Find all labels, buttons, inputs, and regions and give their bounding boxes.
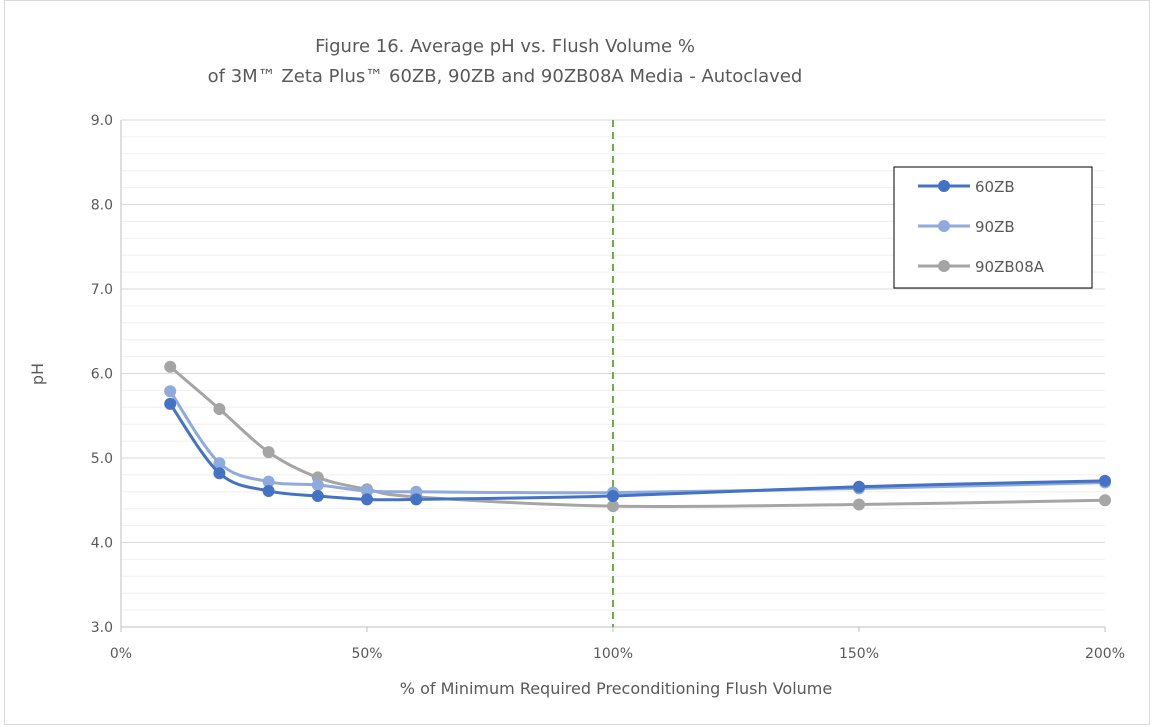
- chart-title-line-1: Figure 16. Average pH vs. Flush Volume %: [315, 36, 695, 57]
- series-60ZB: [164, 397, 1111, 506]
- data-point: [410, 493, 423, 506]
- data-point: [853, 480, 865, 493]
- x-tick-label: 150%: [839, 646, 879, 662]
- legend-label: 60ZB: [975, 178, 1015, 196]
- legend-item: 60ZB: [918, 178, 1015, 196]
- legend-label: 90ZB: [975, 218, 1015, 236]
- y-tick-label: 3.0: [91, 620, 113, 636]
- x-tick-label: 200%: [1085, 646, 1125, 662]
- legend-label: 90ZB08A: [975, 258, 1045, 276]
- legend: 60ZB 90ZB 90ZB08A: [893, 166, 1093, 289]
- y-tick-label: 4.0: [91, 536, 113, 552]
- data-point: [262, 475, 275, 488]
- x-tick-label: 50%: [351, 646, 382, 662]
- chart-title-line-2: of 3M™ Zeta Plus™ 60ZB, 90ZB and 90ZB08A…: [208, 66, 803, 87]
- data-point: [853, 498, 865, 511]
- y-tick-label: 7.0: [91, 282, 113, 298]
- legend-item: 90ZB: [918, 218, 1015, 236]
- x-axis-title: % of Minimum Required Preconditioning Fl…: [400, 679, 832, 698]
- data-point: [1099, 494, 1111, 507]
- data-point: [213, 402, 226, 415]
- data-point: [164, 360, 177, 373]
- data-point: [607, 500, 619, 513]
- data-point: [607, 490, 619, 503]
- data-point: [361, 484, 373, 497]
- legend-item: 90ZB08A: [918, 258, 1045, 276]
- data-point: [311, 490, 324, 503]
- y-axis-ticks: 3.0 4.0 5.0 6.0 7.0 8.0 9.0: [91, 113, 113, 636]
- x-tick-label: 100%: [593, 646, 633, 662]
- legend-swatch-marker: [938, 220, 950, 232]
- chart-title: Figure 16. Average pH vs. Flush Volume %…: [208, 36, 803, 87]
- data-point: [1099, 474, 1111, 487]
- data-point: [213, 467, 226, 480]
- y-tick-label: 9.0: [91, 113, 113, 129]
- data-point: [164, 385, 177, 398]
- data-point: [311, 479, 324, 492]
- y-tick-label: 6.0: [91, 367, 113, 383]
- series-90ZB08A: [164, 360, 1111, 513]
- y-tick-label: 8.0: [91, 198, 113, 214]
- y-tick-label: 5.0: [91, 451, 113, 467]
- data-point: [262, 484, 275, 497]
- legend-swatch-marker: [938, 260, 950, 272]
- series-90ZB: [164, 385, 1111, 499]
- legend-swatch-marker: [938, 180, 950, 192]
- series-line: [168, 390, 1106, 495]
- series-layer: [164, 360, 1111, 513]
- data-point: [262, 446, 275, 459]
- data-point: [164, 397, 177, 410]
- chart-frame: [4, 0, 1150, 725]
- data-point: [213, 457, 226, 470]
- data-point: [361, 493, 373, 506]
- y-axis-title: pH: [28, 363, 47, 385]
- x-tick-label: 0%: [110, 646, 132, 662]
